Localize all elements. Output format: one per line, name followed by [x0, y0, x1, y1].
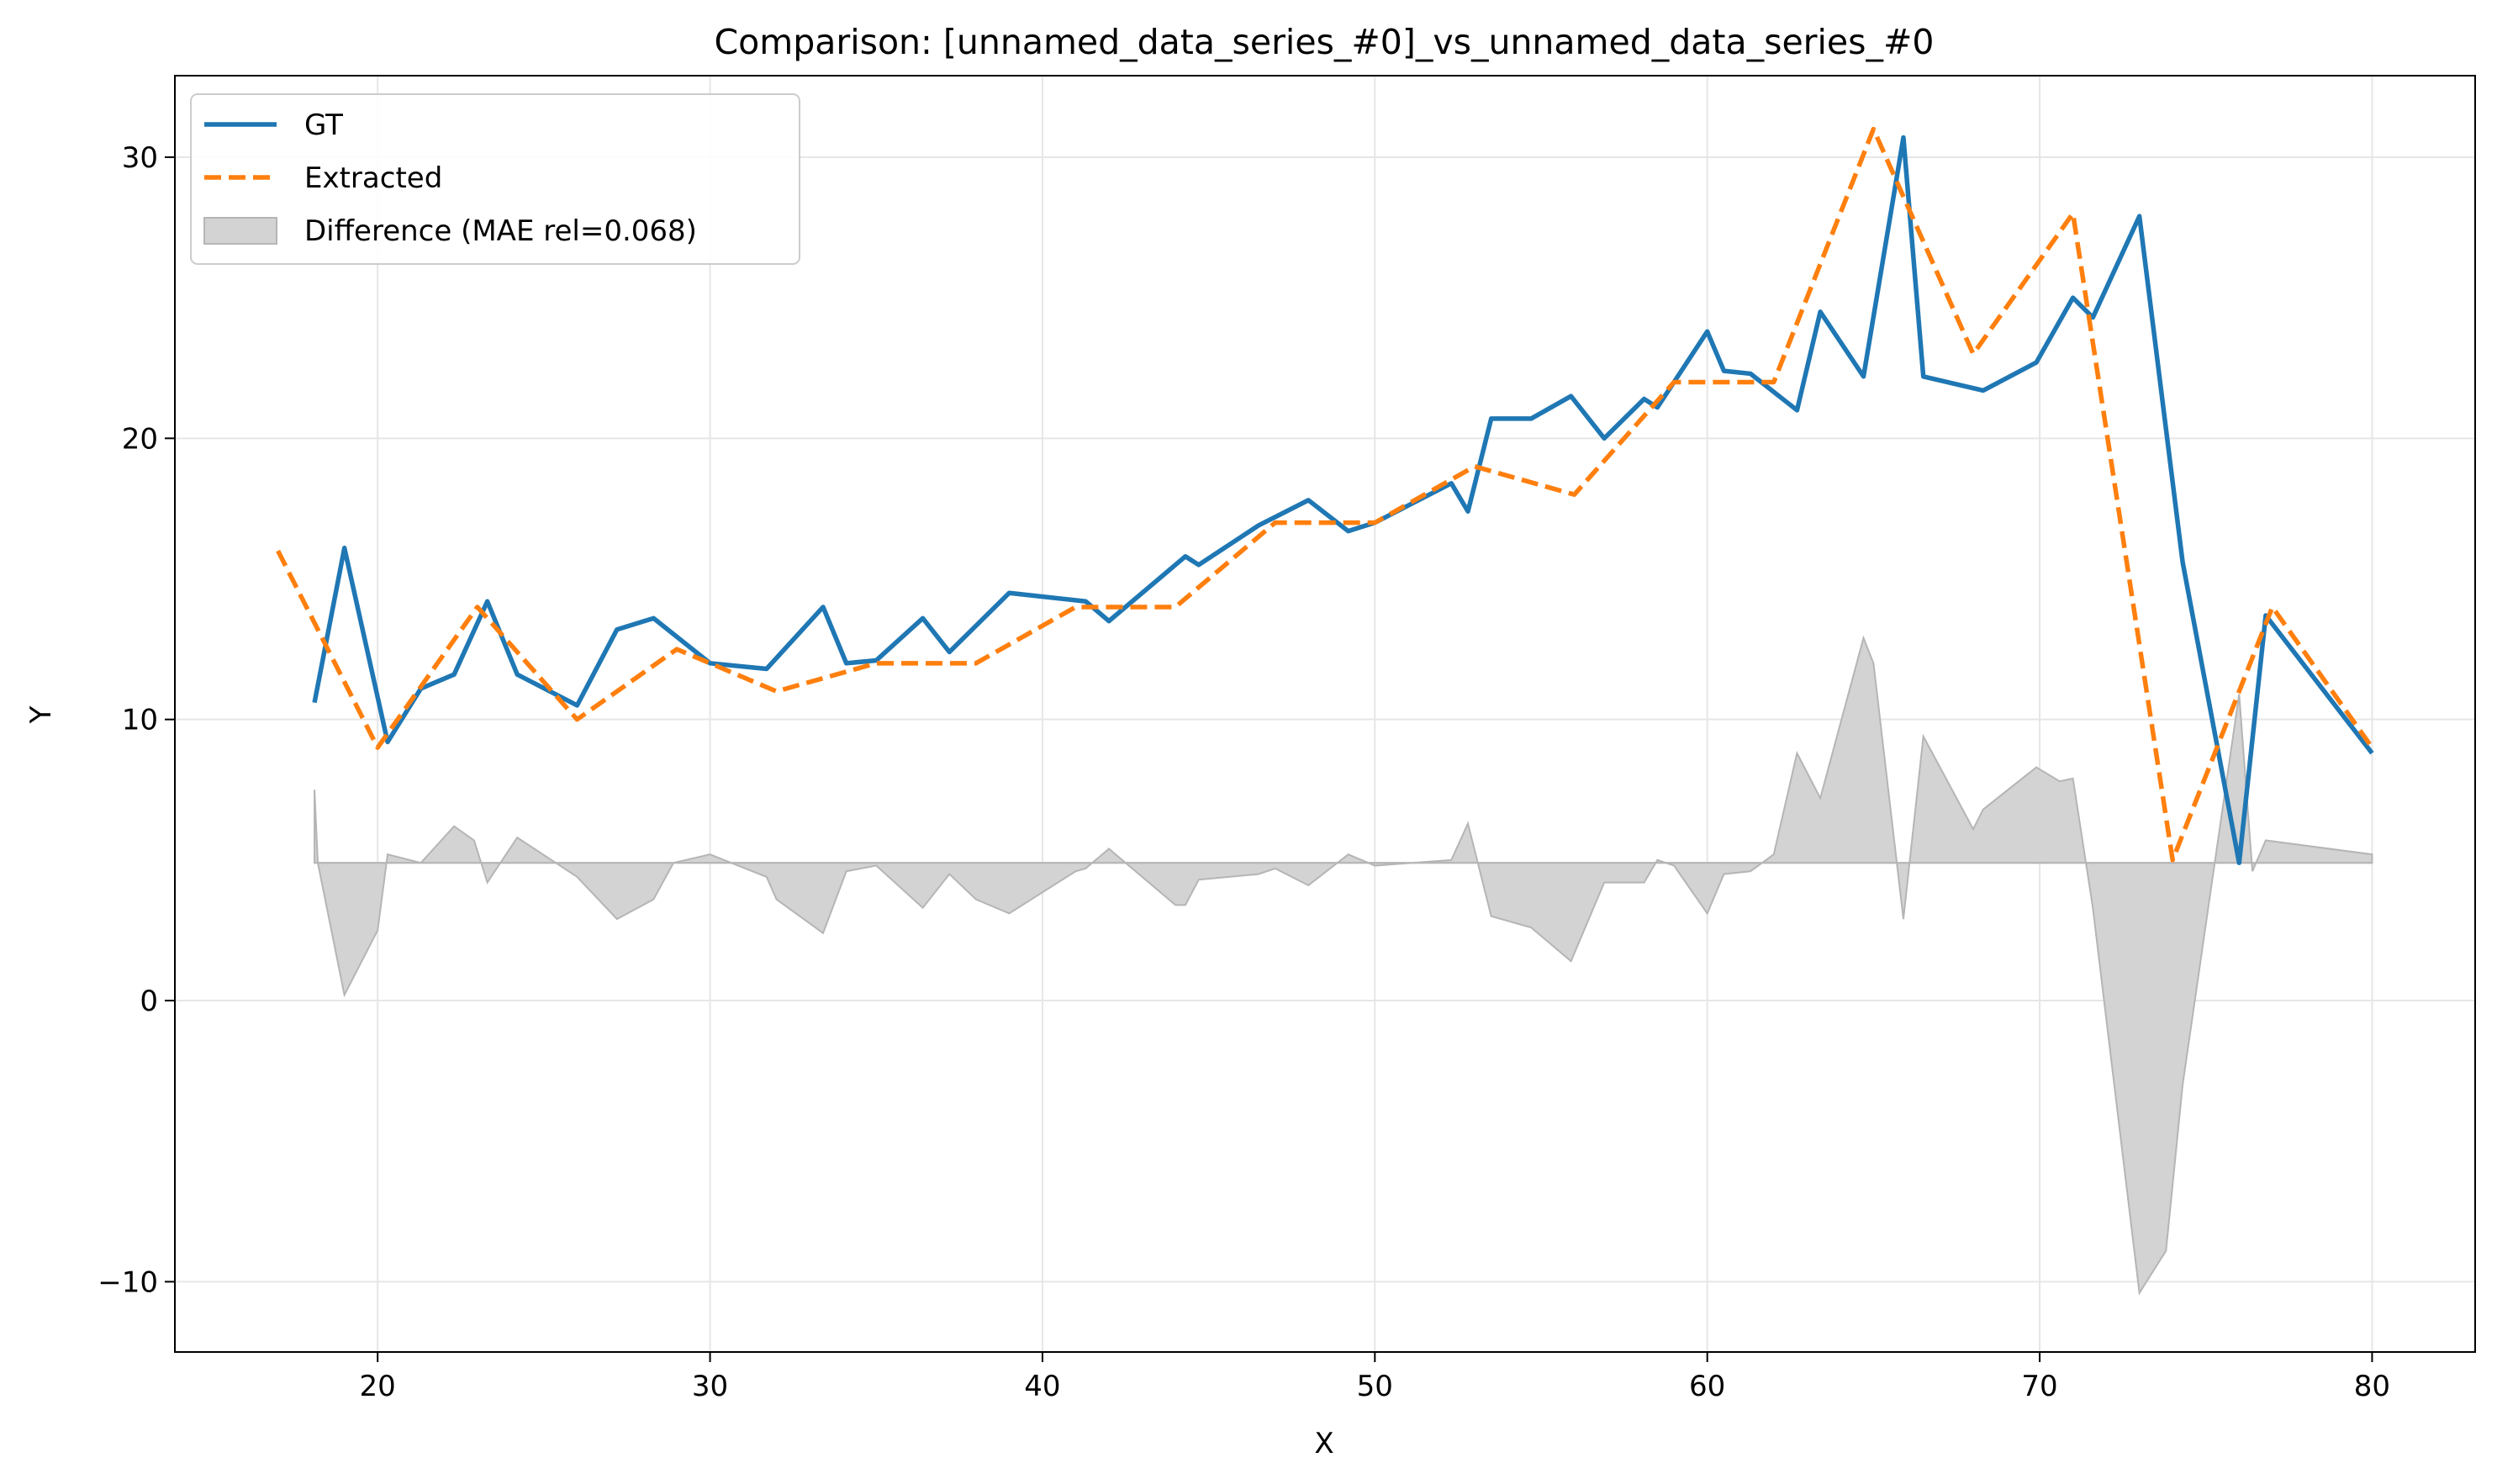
axis-ticks: 20 30 40 50 60 70 80 −10 0 10 20 30	[98, 141, 2390, 1403]
y-tick-label: 20	[122, 422, 158, 456]
legend-label-gt: GT	[304, 108, 343, 142]
difference-area	[314, 635, 2373, 1296]
x-tick-label: 30	[692, 1370, 728, 1403]
x-axis-label: X	[1314, 1427, 1333, 1460]
legend: GT Extracted Difference (MAE rel=0.068)	[190, 93, 800, 265]
y-tick-label: 10	[122, 704, 158, 737]
x-tick-label: 70	[2021, 1370, 2057, 1403]
y-axis-label: Y	[24, 705, 58, 724]
x-tick-label: 40	[1024, 1370, 1060, 1403]
chart-title: Comparison: [unnamed_data_series_#0]_vs_…	[715, 22, 1935, 62]
legend-label-difference: Difference (MAE rel=0.068)	[304, 214, 697, 248]
grid-lines	[175, 76, 2475, 1352]
y-tick-label: −10	[98, 1265, 158, 1299]
legend-swatch-difference	[203, 217, 277, 245]
x-tick-label: 80	[2354, 1370, 2390, 1403]
y-tick-label: 30	[122, 141, 158, 175]
plot-frame	[174, 75, 2476, 1353]
x-tick-label: 60	[1689, 1370, 1725, 1403]
legend-label-extracted: Extracted	[304, 161, 442, 195]
x-tick-label: 50	[1357, 1370, 1393, 1403]
plot-area-data	[276, 126, 2374, 1296]
series-line-extracted	[276, 126, 2374, 863]
legend-box	[190, 93, 800, 265]
y-tick-label: 0	[140, 985, 158, 1018]
x-tick-label: 20	[360, 1370, 396, 1403]
